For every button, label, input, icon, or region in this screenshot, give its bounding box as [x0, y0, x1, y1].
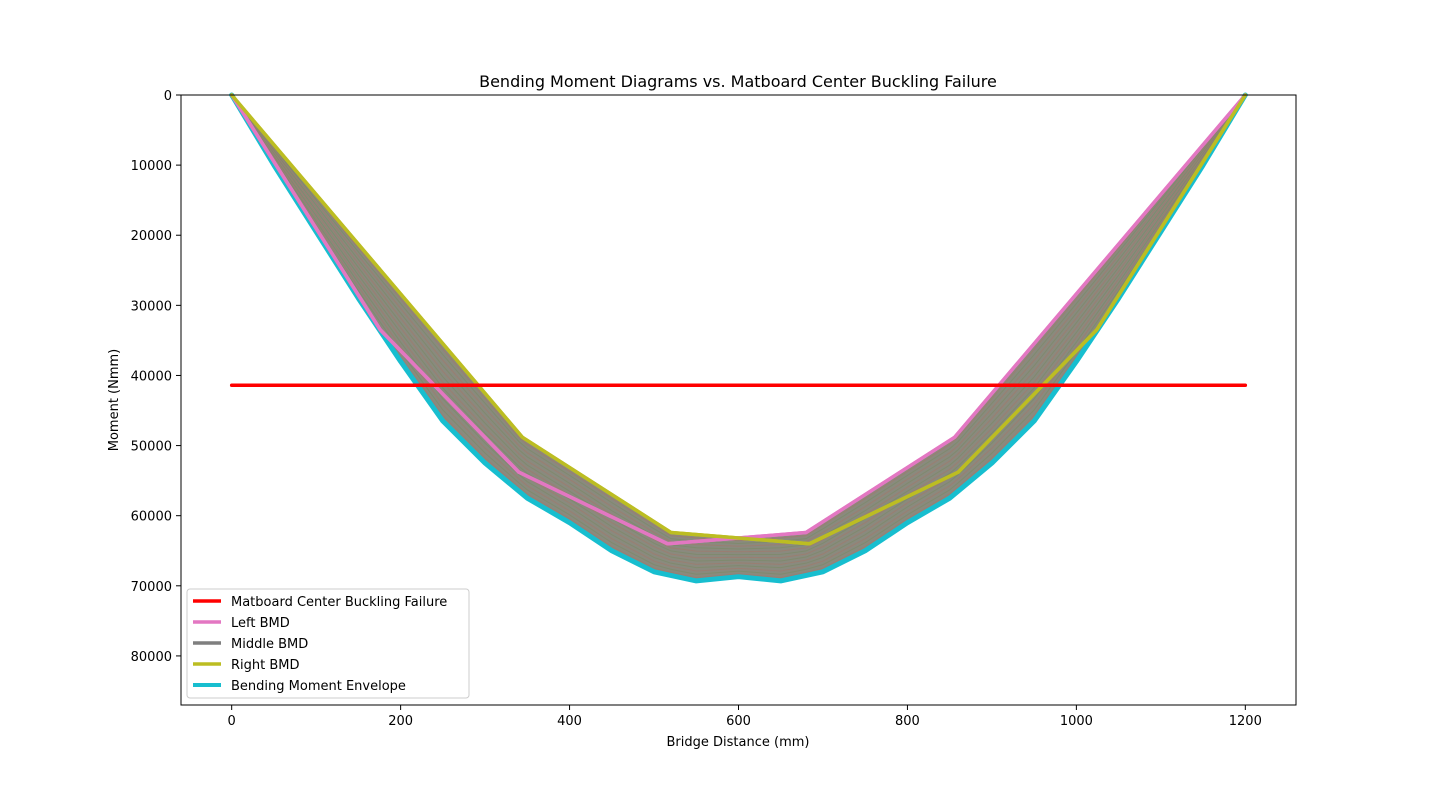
y-tick-label: 30000: [131, 299, 172, 314]
y-tick-label: 0: [164, 89, 172, 104]
y-axis: 0 10000 20000 30000 40000 50000 60000 70000 8000…: [131, 89, 181, 665]
series-left-bmd-overlay: [230, 93, 1247, 546]
legend-label-matboard-center-buckling-failure: Matboard Center Buckling Failure: [231, 595, 447, 610]
legend-label-left-bmd: Left BMD: [231, 616, 290, 631]
legend: Matboard Center Buckling Failure Left BMD…: [186, 588, 470, 699]
bmd-band-line: [231, 94, 1246, 572]
y-tick-label: 70000: [131, 580, 172, 595]
series-bending-moment-envelope: [229, 92, 1248, 584]
bmd-band-fill: [231, 95, 1246, 581]
legend-label-right-bmd: Right BMD: [231, 658, 300, 673]
bmd-band-line: [231, 94, 1246, 553]
y-tick-label: 60000: [131, 510, 172, 525]
y-tick-label: 40000: [131, 369, 172, 384]
x-tick-label: 200: [388, 714, 413, 729]
series-lines: [229, 92, 1248, 584]
legend-box: [186, 588, 470, 699]
bmd-band-line: [231, 94, 1246, 562]
x-tick-label: 1200: [1229, 714, 1262, 729]
y-tick-label: 50000: [131, 440, 172, 455]
bmd-band-line: [231, 94, 1246, 542]
legend-label-middle-bmd: Middle BMD: [231, 637, 308, 652]
y-tick-label: 80000: [131, 650, 172, 665]
bmd-band-line: [231, 94, 1246, 550]
x-tick-label: 400: [557, 714, 582, 729]
bmd-band-line: [231, 94, 1246, 545]
series-right-bmd-overlay: [230, 93, 1247, 546]
y-axis-label: Moment (Nmm): [107, 349, 122, 452]
bmd-band-line: [231, 94, 1246, 559]
x-axis-label: Bridge Distance (mm): [667, 735, 810, 750]
legend-label-bending-moment-envelope: Bending Moment Envelope: [231, 679, 406, 694]
chart-title: Bending Moment Diagrams vs. Matboard Cen…: [479, 72, 997, 91]
bmd-band-line: [231, 94, 1246, 579]
x-tick-label: 600: [726, 714, 751, 729]
x-tick-label: 800: [895, 714, 920, 729]
x-tick-label: 1000: [1060, 714, 1093, 729]
y-tick-label: 10000: [131, 159, 172, 174]
bmd-band-line: [231, 94, 1246, 565]
x-axis: 0 200 400 600 800 1000 1200: [228, 705, 1262, 729]
bmd-band-line: [231, 94, 1246, 569]
bmd-band-line: [231, 94, 1246, 556]
bmd-band-line: [231, 94, 1246, 547]
x-tick-label: 0: [228, 714, 236, 729]
y-tick-label: 20000: [131, 229, 172, 244]
